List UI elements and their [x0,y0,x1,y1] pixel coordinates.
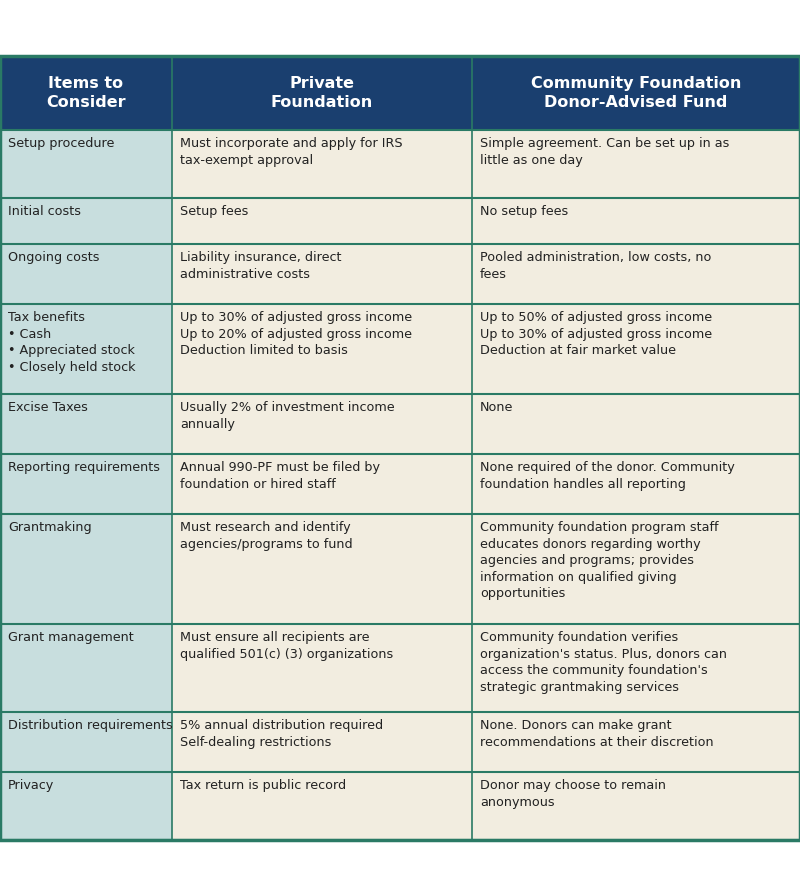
Text: None. Donors can make grant
recommendations at their discretion: None. Donors can make grant recommendati… [480,719,714,748]
Text: Grant management: Grant management [8,631,134,644]
Text: Pooled administration, low costs, no
fees: Pooled administration, low costs, no fee… [480,251,711,280]
Bar [172,304,472,394]
Text: Must research and identify
agencies/programs to fund: Must research and identify agencies/prog… [180,521,353,550]
Text: Tax return is public record: Tax return is public record [180,779,346,792]
Bar [472,394,800,454]
Bar [0,772,172,840]
Text: Items to
Consider: Items to Consider [46,76,126,110]
Bar [0,56,800,840]
Bar [472,130,800,198]
Bar [0,624,172,712]
Bar [472,454,800,514]
Text: None: None [480,401,514,414]
Text: Initial costs: Initial costs [8,205,81,218]
Text: Community foundation verifies
organization's status. Plus, donors can
access the: Community foundation verifies organizati… [480,631,727,694]
Bar [172,454,472,514]
Text: Distribution requirements: Distribution requirements [8,719,173,732]
Text: None required of the donor. Community
foundation handles all reporting: None required of the donor. Community fo… [480,461,734,490]
Text: Must ensure all recipients are
qualified 501(c) (3) organizations: Must ensure all recipients are qualified… [180,631,394,660]
Bar [472,772,800,840]
Bar [472,624,800,712]
Bar [472,198,800,244]
Bar [472,712,800,772]
Text: Reporting requirements: Reporting requirements [8,461,160,474]
Bar [172,130,472,198]
Bar [172,244,472,304]
Text: Excise Taxes: Excise Taxes [8,401,88,414]
Bar [0,514,172,624]
Text: No setup fees: No setup fees [480,205,568,218]
Bar [0,244,172,304]
Text: Grantmaking: Grantmaking [8,521,92,534]
Text: Donor may choose to remain
anonymous: Donor may choose to remain anonymous [480,779,666,808]
Bar [0,454,172,514]
Text: Community foundation program staff
educates donors regarding worthy
agencies and: Community foundation program staff educa… [480,521,718,600]
Bar [0,130,172,198]
Text: Privacy: Privacy [8,779,54,792]
Bar [172,772,472,840]
Text: Ongoing costs: Ongoing costs [8,251,99,264]
Text: Must incorporate and apply for IRS
tax-exempt approval: Must incorporate and apply for IRS tax-e… [180,137,402,167]
Bar [0,56,800,130]
Text: Community Foundation
Donor-Advised Fund: Community Foundation Donor-Advised Fund [531,76,741,110]
Text: Liability insurance, direct
administrative costs: Liability insurance, direct administrati… [180,251,342,280]
Text: Up to 50% of adjusted gross income
Up to 30% of adjusted gross income
Deduction : Up to 50% of adjusted gross income Up to… [480,311,712,357]
Text: Tax benefits
• Cash
• Appreciated stock
• Closely held stock: Tax benefits • Cash • Appreciated stock … [8,311,135,374]
Bar [0,712,172,772]
Text: Annual 990-PF must be filed by
foundation or hired staff: Annual 990-PF must be filed by foundatio… [180,461,380,490]
Text: Up to 30% of adjusted gross income
Up to 20% of adjusted gross income
Deduction : Up to 30% of adjusted gross income Up to… [180,311,412,357]
Bar [172,514,472,624]
Bar [172,624,472,712]
Bar [172,712,472,772]
Bar [472,304,800,394]
Bar [0,198,172,244]
Bar [172,198,472,244]
Text: Setup fees: Setup fees [180,205,248,218]
Bar [472,244,800,304]
Text: Simple agreement. Can be set up in as
little as one day: Simple agreement. Can be set up in as li… [480,137,730,167]
Bar [172,394,472,454]
Text: Private
Foundation: Private Foundation [271,76,373,110]
Text: Setup procedure: Setup procedure [8,137,114,150]
Text: Usually 2% of investment income
annually: Usually 2% of investment income annually [180,401,394,430]
Bar [472,514,800,624]
Bar [0,304,172,394]
Bar [0,394,172,454]
Text: 5% annual distribution required
Self-dealing restrictions: 5% annual distribution required Self-dea… [180,719,383,748]
